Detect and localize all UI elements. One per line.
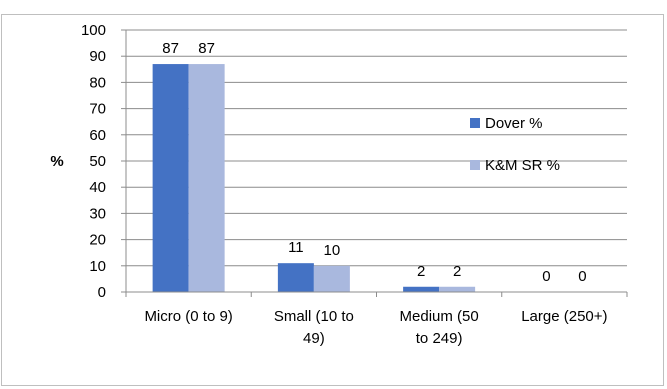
legend-label: K&M SR % xyxy=(485,157,560,174)
bar xyxy=(439,286,476,292)
y-tick-label: 70 xyxy=(89,101,106,118)
y-tick-label: 20 xyxy=(89,232,106,249)
y-tick-label: 60 xyxy=(89,127,106,144)
y-axis-title: % xyxy=(50,153,63,170)
data-label: 11 xyxy=(288,239,304,256)
data-label: 10 xyxy=(324,242,341,259)
data-label: 0 xyxy=(542,268,550,285)
data-labels: 87 87 11 10 2 2 0 0 xyxy=(162,40,586,285)
legend-swatch xyxy=(470,160,480,170)
legend-swatch xyxy=(470,118,480,128)
y-tick-label: 0 xyxy=(98,284,106,301)
data-label: 0 xyxy=(578,268,586,285)
chart-frame xyxy=(1,14,664,386)
data-label: 87 xyxy=(162,40,179,57)
data-label: 2 xyxy=(417,263,425,280)
x-tick-label: Micro (0 to 9) xyxy=(144,308,232,325)
y-tick-label: 30 xyxy=(89,205,106,222)
y-tick-label: 10 xyxy=(89,258,106,275)
bar xyxy=(188,64,225,292)
axes xyxy=(125,30,628,297)
legend: Dover % K&M SR % xyxy=(470,115,560,174)
x-tick-label: Small (10 to 49) xyxy=(274,308,354,347)
y-tick-label: 50 xyxy=(89,153,106,170)
y-tick-label: 80 xyxy=(89,74,106,91)
bar xyxy=(277,263,314,292)
x-axis-labels: Micro (0 to 9) Small (10 to 49) Medium (50 t… xyxy=(144,308,607,347)
y-axis-ticks: 0 10 20 30 40 50 60 70 80 90 100 xyxy=(81,22,126,301)
bar xyxy=(152,64,189,292)
y-tick-label: 90 xyxy=(89,48,106,65)
x-tick-label: Large (250+) xyxy=(521,308,607,325)
x-tick-label: Medium (50 to 249) xyxy=(400,308,479,347)
bars xyxy=(152,64,476,292)
y-tick-label: 40 xyxy=(89,179,106,196)
bar xyxy=(313,265,350,292)
bar xyxy=(403,286,440,292)
y-tick-label: 100 xyxy=(81,22,106,39)
legend-label: Dover % xyxy=(485,115,543,132)
data-label: 87 xyxy=(198,40,215,57)
data-label: 2 xyxy=(453,263,461,280)
